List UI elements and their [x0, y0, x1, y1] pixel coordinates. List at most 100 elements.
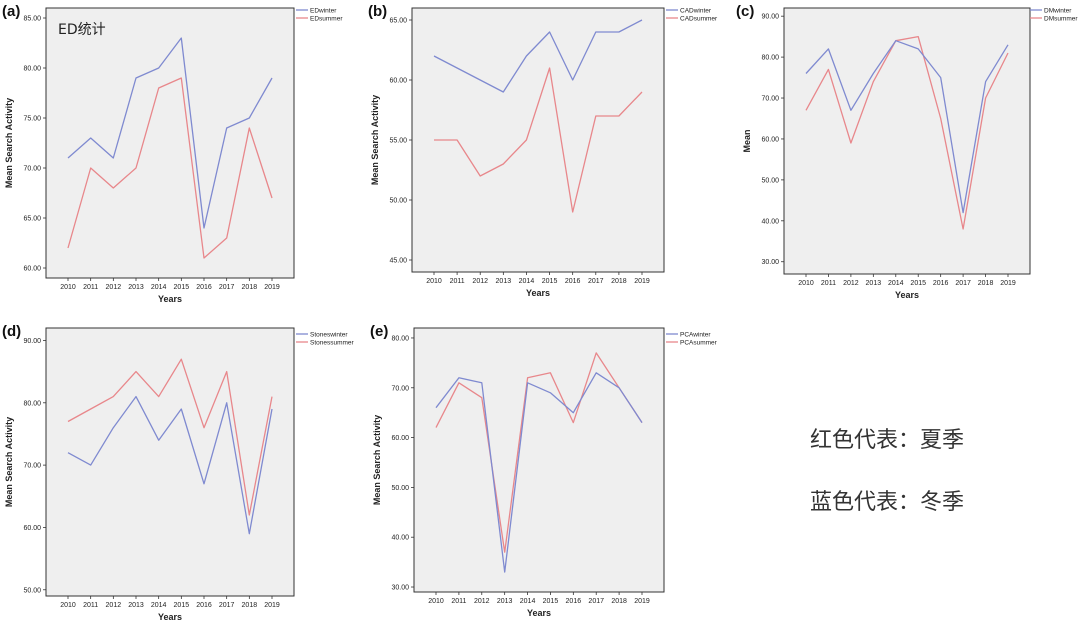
x-tick-label: 2011: [450, 278, 465, 285]
legend-label: DMsummer: [1044, 15, 1078, 22]
y-axis-title: Mean Search Activity: [4, 98, 14, 188]
y-tick-label: 50.00: [761, 177, 779, 184]
x-axis-title: Years: [527, 608, 551, 618]
x-tick-label: 2018: [242, 602, 258, 609]
panel-label: (b): [368, 3, 387, 20]
x-tick-label: 2014: [151, 284, 167, 291]
x-tick-label: 2019: [1000, 280, 1016, 287]
x-tick-label: 2016: [565, 278, 581, 285]
y-tick-label: 30.00: [761, 259, 779, 266]
y-tick-label: 30.00: [391, 585, 409, 592]
legend-label: CADwinter: [680, 7, 712, 14]
x-tick-label: 2016: [933, 280, 949, 287]
x-tick-label: 2014: [888, 280, 904, 287]
x-tick-label: 2015: [542, 278, 558, 285]
chart-panel: (b) 45.00 50.00 55.00 60.00 65.00 2010 2011 2012…: [368, 3, 718, 298]
x-tick-label: 2013: [496, 278, 512, 285]
x-tick-label: 2012: [106, 284, 122, 291]
y-tick-label: 75.00: [23, 116, 41, 123]
y-tick-label: 40.00: [761, 218, 779, 225]
series-line: [435, 352, 643, 553]
series-line: [805, 40, 1009, 214]
x-tick-label: 2015: [174, 284, 190, 291]
x-tick-label: 2019: [264, 284, 280, 291]
x-tick-label: 2015: [543, 598, 559, 605]
x-tick-label: 2010: [798, 280, 814, 287]
x-tick-label: 2013: [128, 602, 144, 609]
panel-label: (d): [2, 323, 21, 340]
x-tick-label: 2010: [60, 602, 76, 609]
y-tick-label: 90.00: [23, 338, 41, 345]
x-tick-label: 2014: [520, 598, 536, 605]
x-tick-label: 2013: [866, 280, 882, 287]
y-tick-label: 50.00: [391, 485, 409, 492]
x-tick-label: 2019: [634, 598, 650, 605]
y-tick-label: 90.00: [761, 14, 779, 21]
y-tick-label: 65.00: [389, 18, 407, 25]
x-tick-label: 2010: [428, 598, 444, 605]
x-tick-label: 2016: [196, 602, 212, 609]
x-tick-label: 2017: [588, 598, 604, 605]
series-line: [67, 395, 273, 535]
series-line: [67, 358, 273, 516]
y-tick-label: 65.00: [23, 216, 41, 223]
y-tick-label: 50.00: [389, 198, 407, 205]
panel-label: (e): [370, 323, 388, 340]
plot-area: [783, 7, 1031, 275]
series-line: [434, 67, 643, 213]
y-tick-label: 80.00: [23, 400, 41, 407]
x-tick-label: 2010: [426, 278, 442, 285]
x-tick-label: 2016: [566, 598, 582, 605]
legend-label: PCAsummer: [680, 339, 718, 346]
x-tick-label: 2018: [242, 284, 258, 291]
legend-label: EDwinter: [310, 7, 337, 14]
series-line: [433, 19, 643, 93]
series-line: [435, 372, 643, 573]
y-tick-label: 70.00: [391, 385, 409, 392]
y-tick-label: 40.00: [391, 535, 409, 542]
x-axis-title: Years: [526, 288, 550, 298]
y-tick-label: 55.00: [389, 138, 407, 145]
x-tick-label: 2018: [611, 278, 627, 285]
summer-color-note: 红色代表：夏季: [810, 428, 965, 453]
x-tick-label: 2019: [264, 602, 280, 609]
x-tick-label: 2012: [106, 602, 122, 609]
legend-label: DMwinter: [1044, 7, 1072, 14]
y-tick-label: 60.00: [23, 266, 41, 273]
x-axis-title: Years: [895, 290, 919, 300]
y-axis-title: Mean Search Activity: [4, 417, 14, 507]
legend-label: Stoneswinter: [310, 331, 348, 338]
inner-title: ED统计: [58, 22, 106, 38]
y-tick-label: 80.00: [761, 55, 779, 62]
x-tick-label: 2018: [978, 280, 994, 287]
legend-label: EDsummer: [310, 15, 343, 22]
chart-panel: (c) 30.00 40.00 50.00 60.00 70.00 80.00 90.00 20…: [736, 3, 1078, 300]
legend-label: Stonessummer: [310, 339, 355, 346]
y-tick-label: 70.00: [23, 166, 41, 173]
chart-panel: (a) 60.00 65.00 70.00 75.00 80.00 85.00 2010 201…: [2, 3, 343, 304]
y-tick-label: 45.00: [389, 258, 407, 265]
y-tick-label: 60.00: [23, 525, 41, 532]
plot-area: [413, 327, 665, 593]
x-axis-title: Years: [158, 612, 182, 622]
y-tick-label: 70.00: [761, 96, 779, 103]
x-axis-title: Years: [158, 294, 182, 304]
y-axis-title: Mean: [742, 129, 752, 152]
y-tick-label: 60.00: [761, 136, 779, 143]
winter-color-note: 蓝色代表：冬季: [810, 490, 965, 515]
x-tick-label: 2017: [219, 284, 235, 291]
x-tick-label: 2011: [83, 284, 98, 291]
y-axis-title: Mean Search Activity: [370, 95, 380, 185]
x-tick-label: 2012: [472, 278, 488, 285]
x-tick-label: 2018: [611, 598, 627, 605]
x-tick-label: 2013: [497, 598, 513, 605]
y-tick-label: 85.00: [23, 16, 41, 23]
series-line: [67, 37, 273, 229]
y-tick-label: 80.00: [23, 66, 41, 73]
panel-label: (c): [736, 3, 754, 20]
y-tick-label: 50.00: [23, 587, 41, 594]
panel-label: (a): [2, 3, 20, 20]
y-tick-label: 60.00: [391, 435, 409, 442]
x-tick-label: 2015: [174, 602, 190, 609]
